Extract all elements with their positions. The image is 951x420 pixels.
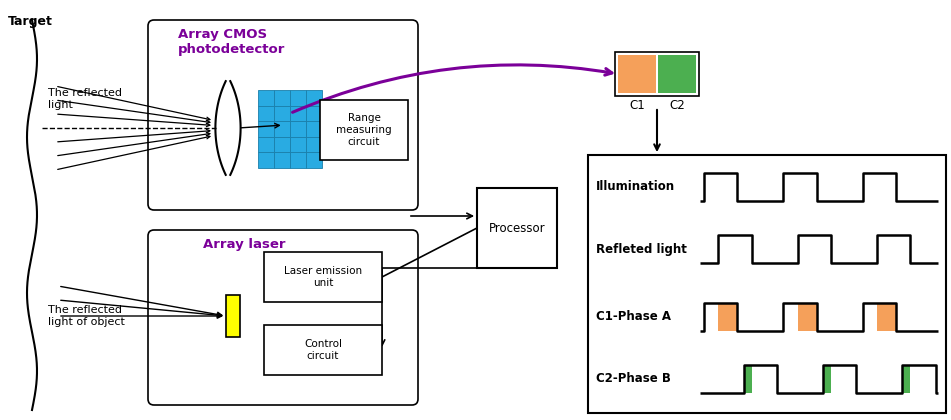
- Text: Array laser: Array laser: [203, 238, 285, 251]
- Bar: [477, 188, 557, 268]
- Bar: [306, 137, 322, 152]
- Text: Array CMOS
photodetector: Array CMOS photodetector: [178, 28, 285, 56]
- Text: C1-Phase A: C1-Phase A: [596, 310, 671, 323]
- Bar: [306, 121, 322, 137]
- Bar: [258, 137, 274, 152]
- Bar: [588, 155, 946, 413]
- Bar: [274, 137, 290, 152]
- Bar: [306, 90, 322, 105]
- Bar: [658, 55, 696, 93]
- Bar: [306, 152, 322, 168]
- Text: C1: C1: [630, 99, 645, 112]
- Bar: [615, 52, 699, 96]
- Bar: [744, 365, 751, 393]
- Bar: [274, 90, 290, 105]
- FancyBboxPatch shape: [148, 230, 418, 405]
- Bar: [618, 55, 656, 93]
- Bar: [290, 105, 306, 121]
- Bar: [290, 90, 306, 105]
- Bar: [274, 121, 290, 137]
- Text: Illumination: Illumination: [596, 181, 675, 194]
- Text: The reflected
light of object: The reflected light of object: [48, 305, 125, 327]
- Bar: [320, 100, 408, 160]
- Text: C2-Phase B: C2-Phase B: [596, 373, 670, 386]
- FancyBboxPatch shape: [148, 20, 418, 210]
- Text: Target: Target: [8, 15, 53, 28]
- Bar: [274, 152, 290, 168]
- Text: Refleted light: Refleted light: [596, 242, 687, 255]
- Bar: [877, 303, 896, 331]
- Text: The reflected
light: The reflected light: [48, 88, 122, 110]
- Bar: [306, 105, 322, 121]
- Bar: [823, 365, 831, 393]
- Bar: [264, 325, 382, 375]
- Bar: [902, 365, 910, 393]
- Bar: [258, 105, 274, 121]
- Bar: [274, 105, 290, 121]
- Bar: [798, 303, 817, 331]
- Bar: [290, 137, 306, 152]
- Bar: [258, 121, 274, 137]
- Bar: [258, 90, 274, 105]
- Bar: [258, 152, 274, 168]
- Bar: [290, 121, 306, 137]
- Text: Processor: Processor: [489, 221, 545, 234]
- Text: Laser emission
unit: Laser emission unit: [284, 266, 362, 288]
- Text: C2: C2: [670, 99, 685, 112]
- Bar: [290, 152, 306, 168]
- Bar: [226, 295, 240, 337]
- Bar: [264, 252, 382, 302]
- Text: Range
measuring
circuit: Range measuring circuit: [337, 113, 392, 147]
- Text: Control
circuit: Control circuit: [304, 339, 342, 361]
- Bar: [718, 303, 737, 331]
